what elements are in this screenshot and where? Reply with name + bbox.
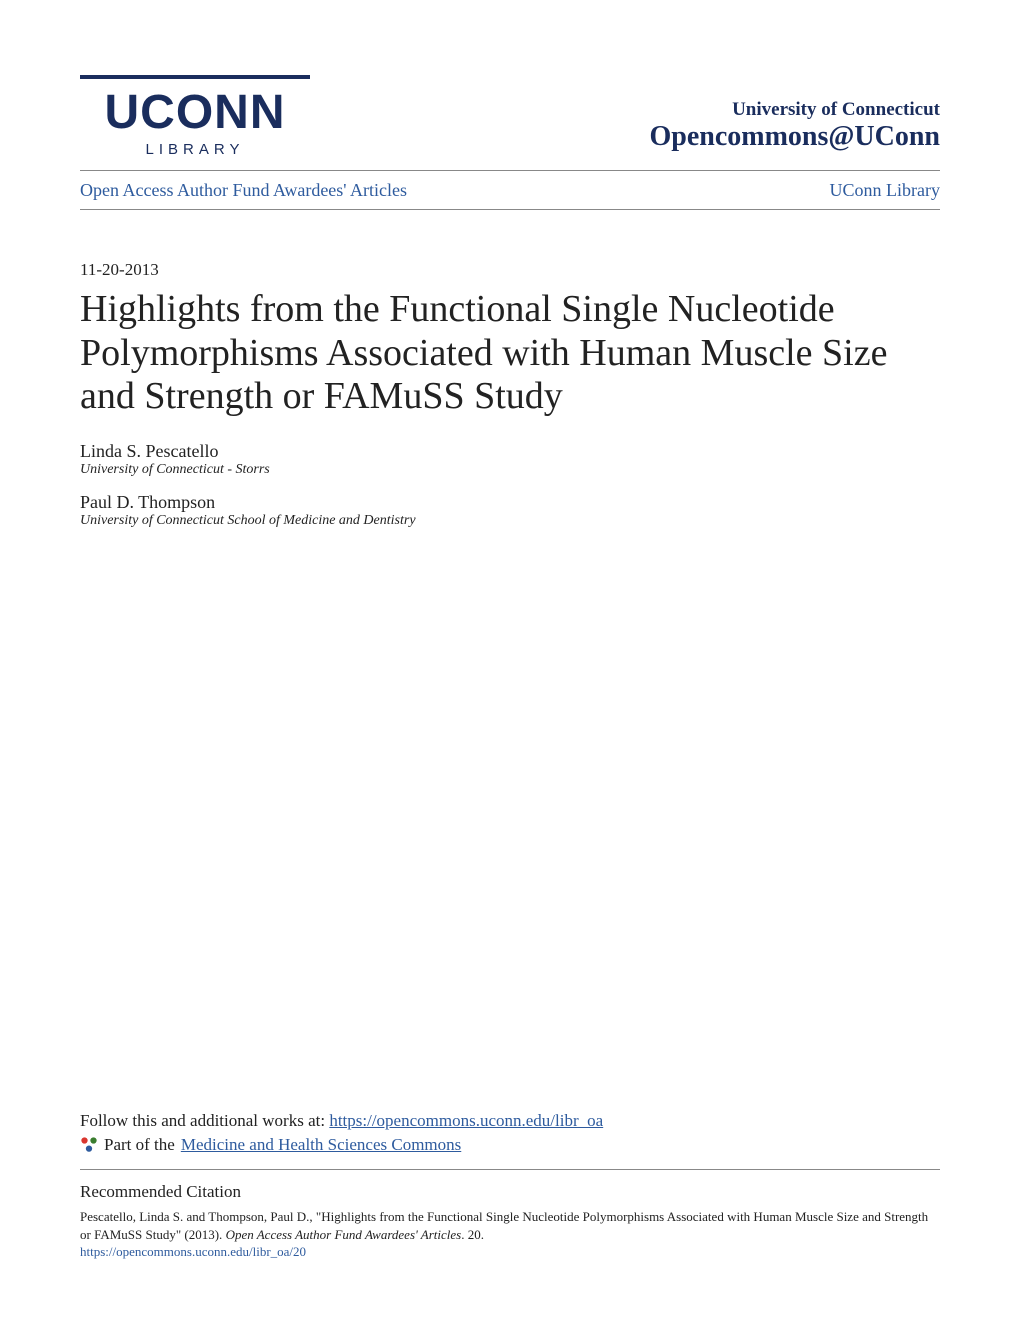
author-block-1: Linda S. Pescatello University of Connec… [80, 441, 940, 478]
breadcrumb-left-link[interactable]: Open Access Author Fund Awardees' Articl… [80, 180, 407, 201]
logo-sub-text: LIBRARY [146, 141, 245, 158]
follow-prefix: Follow this and additional works at: [80, 1111, 329, 1130]
author-affiliation: University of Connecticut School of Medi… [80, 513, 940, 529]
breadcrumb-right-link[interactable]: UConn Library [830, 180, 940, 201]
author-affiliation: University of Connecticut - Storrs [80, 462, 940, 478]
network-icon [80, 1136, 98, 1154]
header: UCONN LIBRARY University of Connecticut … [80, 75, 940, 158]
citation-part1: Pescatello, Linda S. and Thompson, Paul … [80, 1209, 928, 1242]
citation-text: Pescatello, Linda S. and Thompson, Paul … [80, 1208, 940, 1244]
recommended-citation-heading: Recommended Citation [80, 1182, 940, 1202]
partof-link[interactable]: Medicine and Health Sciences Commons [181, 1135, 461, 1155]
logo: UCONN LIBRARY [80, 75, 310, 158]
header-right: University of Connecticut Opencommons@UC… [649, 99, 940, 158]
article-title: Highlights from the Functional Single Nu… [80, 288, 940, 419]
logo-main-text: UCONN [105, 89, 286, 137]
author-name: Paul D. Thompson [80, 492, 940, 513]
citation-link[interactable]: https://opencommons.uconn.edu/libr_oa/20 [80, 1244, 940, 1260]
university-name[interactable]: University of Connecticut [649, 99, 940, 121]
author-block-2: Paul D. Thompson University of Connectic… [80, 492, 940, 529]
author-name: Linda S. Pescatello [80, 441, 940, 462]
footer-section: Follow this and additional works at: htt… [80, 1111, 940, 1260]
follow-line: Follow this and additional works at: htt… [80, 1111, 940, 1131]
follow-link[interactable]: https://opencommons.uconn.edu/libr_oa [329, 1111, 603, 1130]
partof-prefix: Part of the [104, 1135, 175, 1155]
divider [80, 1169, 940, 1170]
partof-line: Part of the Medicine and Health Sciences… [80, 1135, 940, 1155]
logo-bar [80, 75, 310, 79]
breadcrumb-bar: Open Access Author Fund Awardees' Articl… [80, 170, 940, 210]
citation-part2: . 20. [461, 1227, 484, 1242]
repository-name[interactable]: Opencommons@UConn [649, 121, 940, 153]
citation-italic: Open Access Author Fund Awardees' Articl… [226, 1227, 462, 1242]
publication-date: 11-20-2013 [80, 260, 940, 280]
